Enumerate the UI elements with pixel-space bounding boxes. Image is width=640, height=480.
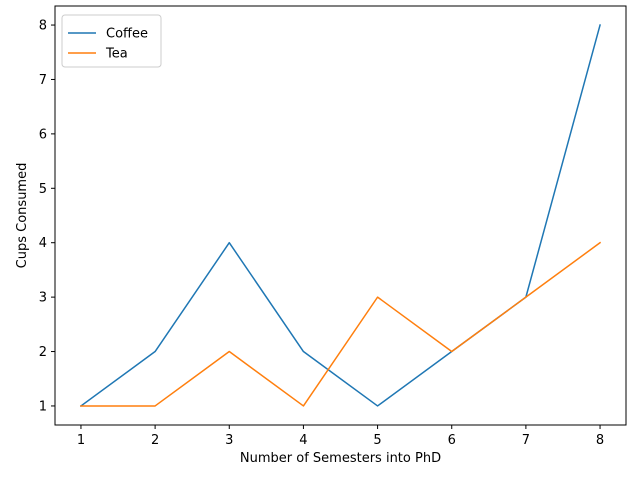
y-tick-label: 7 (39, 73, 47, 88)
x-tick-label: 7 (522, 433, 530, 448)
x-axis-ticks: 1 2 3 4 5 6 7 8 (77, 425, 604, 448)
x-tick-label: 8 (596, 433, 604, 448)
plot-frame (54, 5, 627, 426)
y-axis-ticks: 1 2 3 4 5 6 7 8 (39, 19, 55, 414)
x-tick-label: 2 (151, 433, 159, 448)
series-layer (79, 24, 602, 407)
y-tick-label: 1 (39, 399, 47, 414)
x-tick-label: 3 (225, 433, 233, 448)
x-tick-label: 5 (373, 433, 381, 448)
y-tick-label: 4 (39, 236, 47, 251)
tea-series-line (80, 241, 602, 407)
x-tick-label: 4 (299, 433, 307, 448)
y-tick-label: 8 (39, 19, 47, 34)
x-axis-label: Number of Semesters into PhD (240, 451, 441, 466)
y-tick-label: 5 (39, 182, 47, 197)
y-axis-label: Cups Consumed (15, 163, 30, 269)
legend-label-tea: Tea (105, 47, 128, 62)
legend-label-coffee: Coffee (106, 27, 148, 42)
legend-box (61, 14, 162, 68)
y-tick-label: 3 (39, 291, 47, 306)
legend: Coffee Tea (61, 14, 162, 68)
y-tick-label: 2 (39, 345, 47, 360)
x-tick-label: 1 (77, 433, 85, 448)
x-tick-label: 6 (448, 433, 456, 448)
coffee-series-line (79, 24, 601, 407)
y-tick-label: 6 (39, 127, 47, 142)
